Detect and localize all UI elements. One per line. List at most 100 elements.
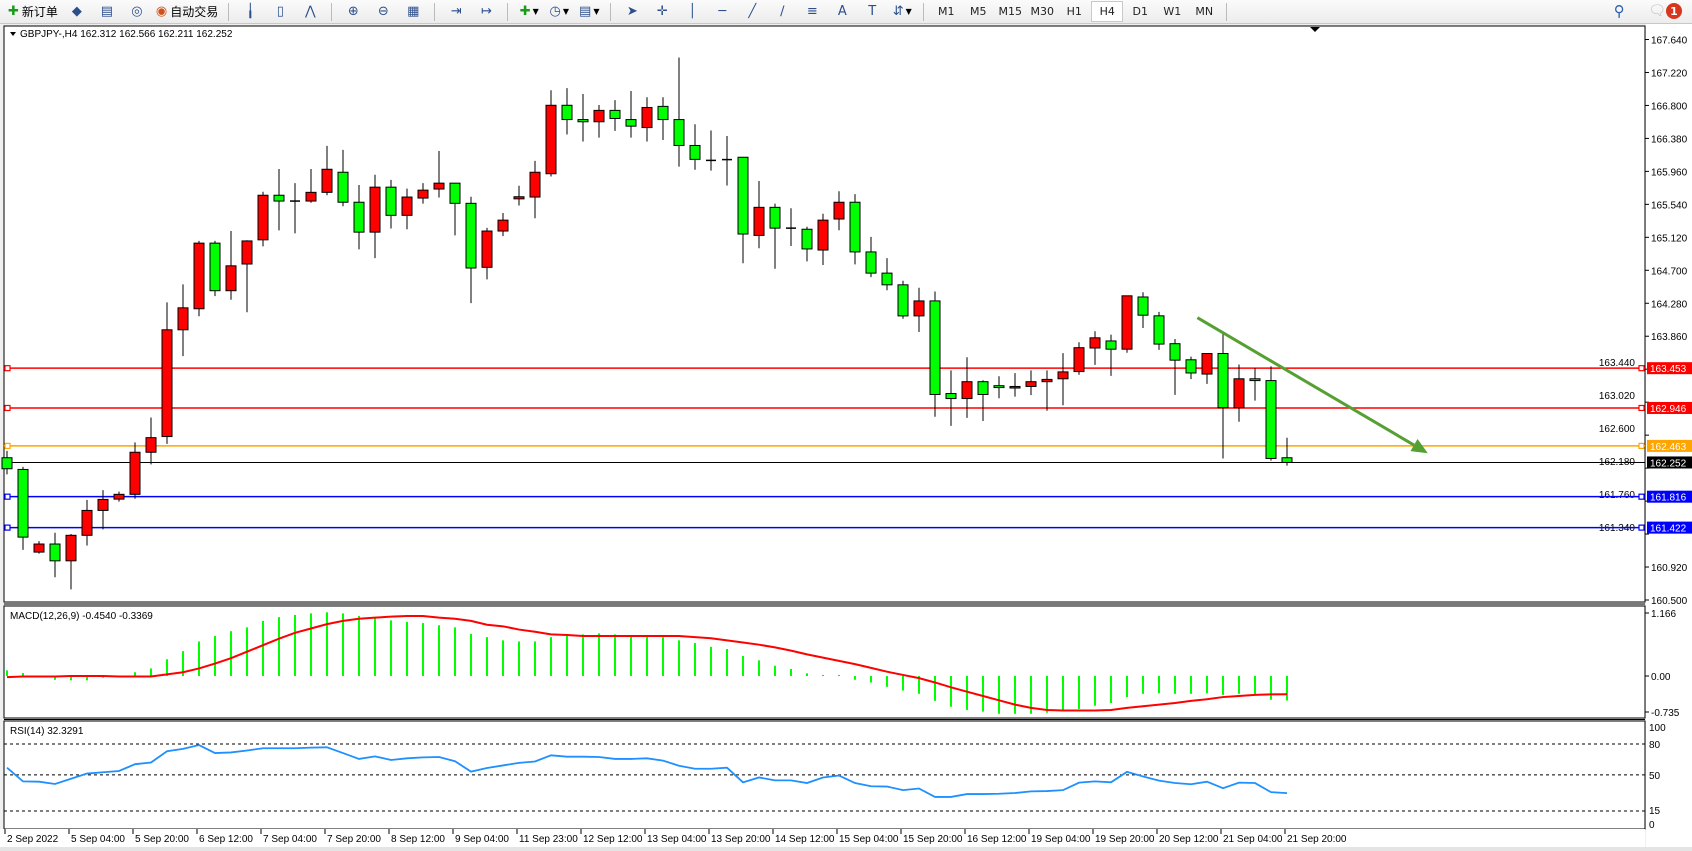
line-chart-icon: ⋀ [304, 4, 316, 19]
time-tick-label: 5 Sep 04:00 [71, 834, 125, 845]
time-tick-label: 12 Sep 12:00 [583, 834, 643, 845]
candle-bullish [321, 168, 333, 193]
candle-bullish [1201, 353, 1213, 375]
timeframe-mn[interactable]: MN [1195, 5, 1214, 18]
navigator-button[interactable]: ◎ [123, 2, 151, 22]
candle-bullish [833, 201, 845, 220]
timeframe-m5[interactable]: M5 [970, 5, 987, 18]
candle-bearish [1265, 380, 1277, 459]
data-window-button[interactable]: ▤ [93, 2, 121, 22]
equidistant-channel-button[interactable]: ∕ [768, 2, 796, 22]
rsi-tick-label: 80 [1649, 740, 1661, 751]
search-icon[interactable]: ⚲ [1613, 2, 1625, 20]
timeframe-h4[interactable]: H4 [1091, 1, 1124, 22]
horizontal-line-button[interactable]: ─ [708, 2, 736, 22]
candle-bearish [337, 171, 349, 203]
candle-bearish [1249, 378, 1261, 382]
line-anchor-handle [4, 493, 11, 500]
fibonacci-icon: ≡ [806, 4, 818, 19]
arrows-button[interactable]: ⇵ ▼ [888, 2, 916, 22]
zoom-out-button[interactable]: ⊖ [369, 2, 397, 22]
line-anchor-handle [4, 404, 11, 412]
timeframe-m1[interactable]: M1 [938, 5, 955, 18]
text-label-button[interactable]: T [858, 2, 886, 22]
crosshair-button[interactable]: ✛ [648, 2, 676, 22]
new-order-label: 新订单 [21, 5, 58, 19]
time-tick-label: 15 Sep 04:00 [839, 834, 899, 845]
candle-bearish [1105, 340, 1117, 350]
vertical-line-button[interactable]: │ [678, 2, 706, 22]
price-tag-label: 162.463 [1650, 442, 1687, 453]
chart-shift-button[interactable]: ⇥ [442, 2, 470, 22]
templates-button[interactable]: ▤ ▼ [575, 2, 603, 22]
candle-bullish [433, 182, 445, 190]
notifications-button[interactable]: 🗨 1 [1648, 3, 1682, 19]
cursor-button[interactable]: ➤ [618, 2, 646, 22]
timeframe-h1[interactable]: H1 [1066, 5, 1082, 18]
fibonacci-button[interactable]: ≡ [798, 2, 826, 22]
candle-bullish [225, 265, 237, 292]
candle-bullish [193, 242, 205, 310]
candle-bearish [17, 468, 29, 538]
bar-chart-icon: ╽ [246, 4, 255, 19]
candle-bullish [33, 543, 45, 553]
time-tick-label: 20 Sep 12:00 [1159, 834, 1219, 845]
zoom-in-icon: ⊕ [347, 4, 359, 19]
candle-bearish [689, 144, 701, 160]
line-chart-button[interactable]: ⋀ [296, 2, 324, 22]
dropdown-arrow-icon: ▼ [593, 7, 600, 16]
line-anchor-handle [1638, 524, 1645, 531]
price-tick-label: 160.500 [1651, 596, 1688, 607]
timeframe-m30[interactable]: M30 [1030, 5, 1055, 18]
autoscroll-button[interactable]: ↦ [472, 2, 500, 22]
rsi-tick-label: 15 [1649, 806, 1661, 817]
timeframe-w1[interactable]: W1 [1163, 5, 1182, 18]
candle-bearish [977, 381, 989, 395]
price-tag [1647, 521, 1692, 534]
price-tick-label: 160.920 [1651, 563, 1688, 574]
indicators-button[interactable]: ✚ ▼ [515, 2, 543, 22]
time-tick-label: 6 Sep 12:00 [199, 834, 253, 845]
new-order-button[interactable]: ✚ 新订单 [5, 2, 61, 22]
main-chart-pane [3, 25, 1646, 603]
price-tick-label: 161.760 [1599, 490, 1636, 501]
indicators-icon: ✚ [519, 4, 531, 19]
line-anchor-handle [1638, 404, 1645, 412]
data-window-icon: ▤ [100, 4, 114, 19]
bar-chart-button[interactable]: ╽ [236, 2, 264, 22]
toolbar: ✚ 新订单 ◆ ▤ ◎ ◉ 自动交易 ╽ ▯ ⋀ ⊕ ⊖ ▦ ⇥ ↦ ✚ ▼ ◷ ▼ ▤ ▼ ➤ ✛ │ ─ ╱ ∕ ≡ A T ⇵ ▼ M1 M… [0, 0, 1692, 24]
periods-button[interactable]: ◷ ▼ [545, 2, 573, 22]
candle-bullish [257, 194, 269, 241]
chart-shift-icon: ⇥ [450, 4, 462, 19]
candle-bullish [1233, 378, 1245, 409]
candlestick-button[interactable]: ▯ [266, 2, 294, 22]
market-watch-button[interactable]: ◆ [63, 2, 91, 22]
candle-bullish [753, 206, 765, 236]
timeframe-d1[interactable]: D1 [1132, 5, 1149, 18]
timeframe-m15[interactable]: M15 [998, 5, 1023, 18]
market-watch-icon: ◆ [71, 4, 82, 19]
autoscroll-icon: ↦ [480, 4, 492, 19]
candle-bullish [145, 437, 157, 453]
candle-bullish [305, 191, 317, 202]
candle-bearish [625, 119, 637, 127]
trendline-button[interactable]: ╱ [738, 2, 766, 22]
rsi-line [6, 744, 1288, 798]
candle-bullish [641, 106, 653, 129]
toolbar-separator [228, 2, 230, 21]
zoom-in-button[interactable]: ⊕ [339, 2, 367, 22]
time-tick-label: 5 Sep 20:00 [135, 834, 189, 845]
candle-bearish [769, 206, 781, 229]
text-button[interactable]: A [828, 2, 856, 22]
candle-bearish [673, 119, 685, 146]
trendline-arrow[interactable] [1196, 316, 1415, 447]
price-tick-label: 165.540 [1651, 200, 1688, 211]
auto-trading-button[interactable]: ◉ 自动交易 [153, 2, 221, 22]
candle-bearish [897, 284, 909, 317]
candle-bullish [1009, 385, 1021, 389]
price-tag-label: 161.422 [1650, 524, 1687, 535]
templates-icon: ▤ [579, 4, 592, 19]
candle-bullish [817, 219, 829, 251]
tile-windows-button[interactable]: ▦ [399, 2, 427, 22]
